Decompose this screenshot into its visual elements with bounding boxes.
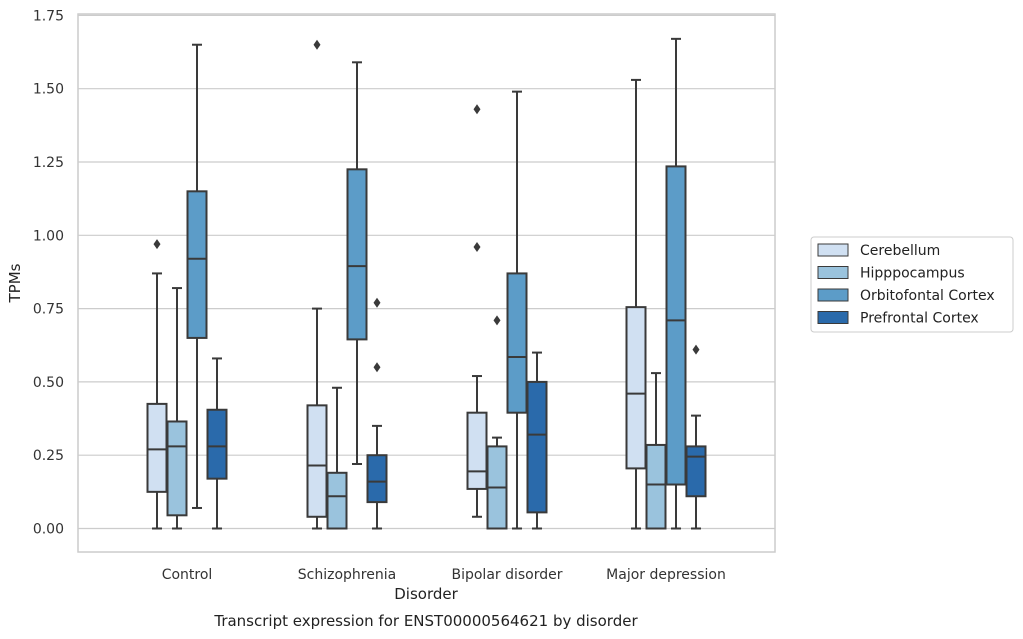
x-axis-label: Disorder (394, 585, 458, 603)
legend-label: Hipppocampus (860, 266, 965, 282)
outlier-point (153, 239, 161, 250)
box-iqr (665, 165, 687, 486)
box-2-0 (186, 43, 208, 509)
box-1-3 (645, 372, 667, 530)
box-iqr (346, 168, 368, 341)
outlier-point (473, 104, 481, 115)
box-3-0 (206, 357, 228, 530)
box-2-3 (665, 37, 687, 530)
box-iqr (166, 420, 188, 517)
outlier-point (692, 344, 700, 355)
legend-label: Orbitofontal Cortex (860, 288, 995, 304)
legend-swatch (817, 288, 849, 302)
box-iqr (146, 402, 168, 493)
box-iqr (306, 404, 328, 518)
box-2-2 (506, 90, 528, 530)
box-iqr (625, 306, 647, 470)
box-3-2 (526, 351, 548, 530)
box-2-1 (346, 61, 368, 465)
y-tick-label: 0.75 (33, 302, 64, 318)
legend-frame (810, 236, 1014, 333)
legend: Cerebellum Hipppocampus Orbitofontal Corte… (810, 236, 1014, 333)
x-axis-ticks: Control Schizophrenia Bipolar disorder Majo… (162, 567, 726, 583)
box-iqr (206, 408, 228, 480)
box-iqr (645, 443, 667, 530)
box-iqr (186, 190, 208, 339)
box-iqr (366, 454, 388, 504)
box-0-3 (625, 78, 647, 530)
y-axis-label: TPMs (6, 263, 24, 303)
legend-swatch (817, 311, 849, 324)
outlier-point (313, 39, 321, 50)
box-0-0 (146, 239, 168, 530)
y-tick-label: 1.75 (33, 8, 64, 24)
x-tick-label: Schizophrenia (298, 567, 396, 583)
x-tick-label: Bipolar disorder (451, 567, 562, 583)
y-tick-label: 1.25 (33, 155, 64, 171)
box-iqr (526, 380, 548, 514)
y-tick-label: 1.50 (33, 82, 64, 98)
box-iqr (506, 272, 528, 414)
y-axis-ticks: 0.00 0.25 0.50 0.75 1.00 1.25 1.50 1.75 (33, 8, 64, 537)
box-0-1 (306, 39, 328, 530)
plot-area-frame (77, 13, 776, 553)
outlier-point (373, 297, 381, 308)
box-1-0 (166, 287, 188, 530)
y-tick-label: 0.50 (33, 375, 64, 391)
outlier-point (373, 362, 381, 373)
outlier-point (493, 315, 501, 326)
y-tick-label: 0.25 (33, 448, 64, 464)
legend-label: Cerebellum (860, 243, 940, 259)
box-3-3 (685, 344, 707, 530)
box-iqr (685, 445, 707, 498)
box-1-1 (326, 386, 348, 530)
box-1-2 (486, 315, 508, 530)
legend-swatch (817, 243, 849, 257)
box-iqr (326, 471, 348, 530)
box-0-2 (466, 104, 488, 518)
box-plots (146, 37, 707, 530)
y-tick-label: 0.00 (33, 522, 64, 538)
box-iqr (466, 411, 488, 490)
legend-swatch (817, 266, 849, 279)
outlier-point (473, 242, 481, 253)
x-tick-label: Control (162, 567, 213, 583)
legend-label: Prefrontal Cortex (860, 311, 979, 327)
x-tick-label: Major depression (606, 567, 726, 583)
y-tick-label: 1.00 (33, 228, 64, 244)
box-3-1 (366, 297, 388, 530)
chart-caption: Transcript expression for ENST0000056462… (213, 612, 638, 630)
